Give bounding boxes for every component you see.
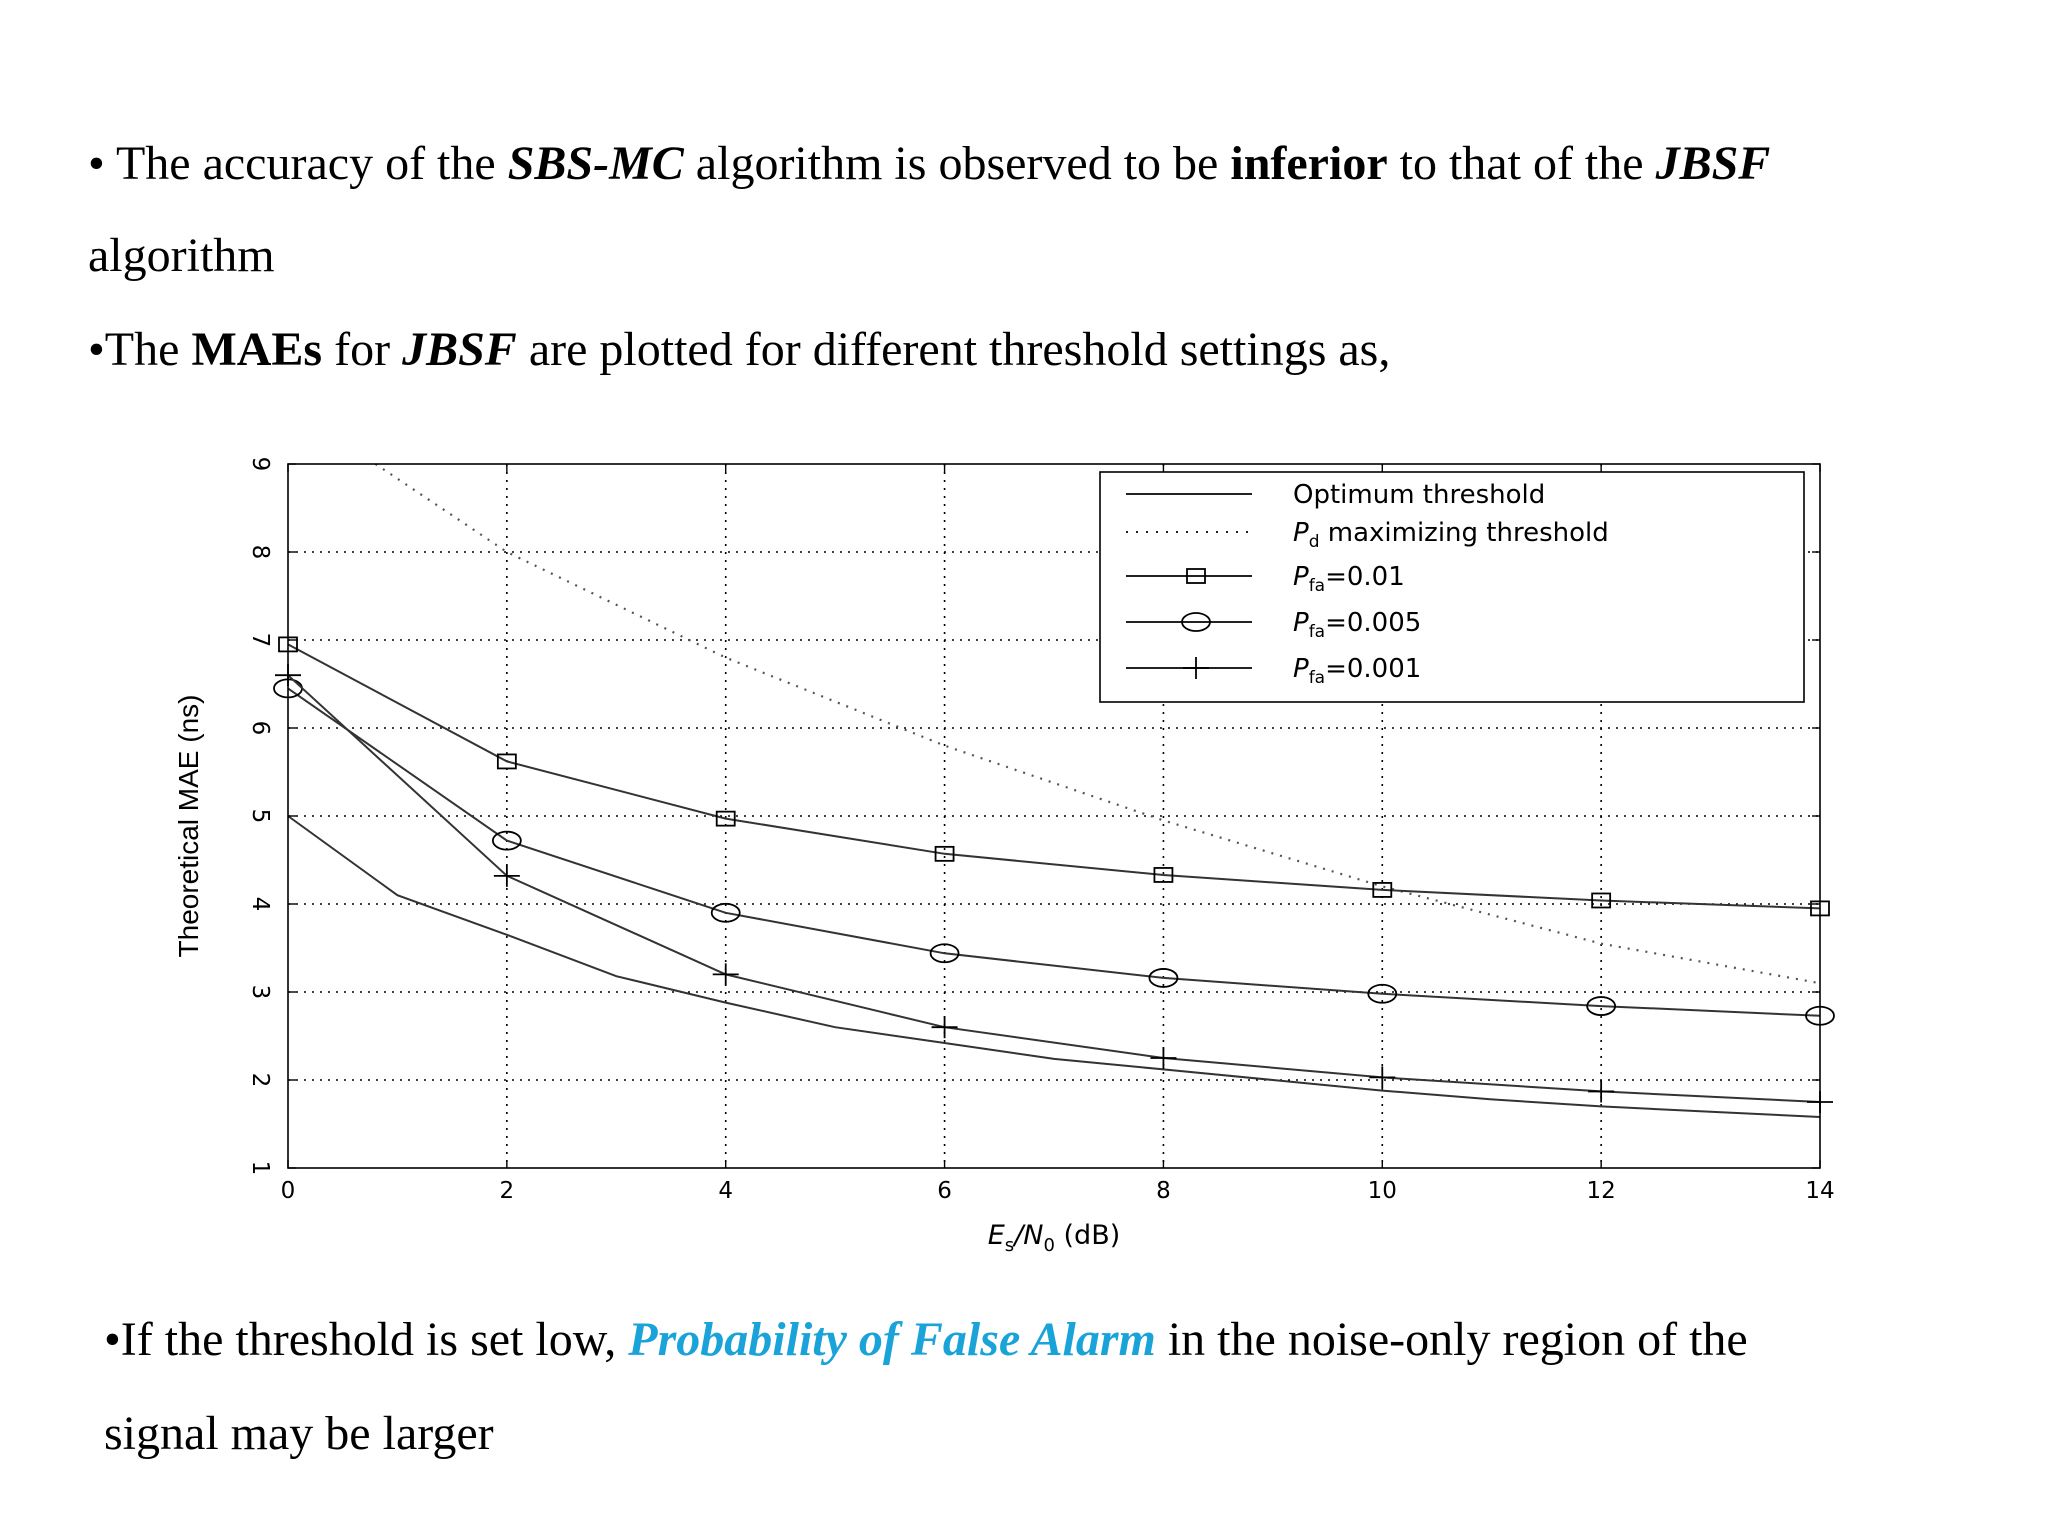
legend-entry: Pd maximizing threshold [1293,518,1609,552]
x-tick-label: 8 [1156,1178,1171,1204]
legend-entry-name: maximizing threshold [1319,518,1608,548]
text-run: to that of the [1387,137,1656,190]
legend-entry-subscript: fa [1309,668,1325,688]
x-axis-label: Es/N0 (dB) [988,1220,1121,1256]
x-label-e: E [988,1220,1005,1251]
text-run: in the noise-only region of the [1155,1313,1748,1366]
x-label-unit: (dB) [1055,1220,1120,1251]
x-label-sub2: 0 [1043,1235,1054,1256]
square-marker [715,810,736,827]
bullet-accuracy-continued: algorithm [88,229,275,282]
y-tick-label: 5 [247,809,273,824]
chart-legend: Optimum threshold Pd maximizing threshold… [1099,471,1805,703]
series-line [287,815,1821,1118]
circle-marker [1148,968,1179,988]
series-1 [374,463,1821,985]
chart-series [273,463,1835,1118]
legend-box [1099,471,1805,703]
chart-grid [288,464,1820,1168]
square-marker [1153,867,1174,883]
series-3 [273,678,1835,1026]
jbsf-term: JBSF [402,323,517,376]
x-tick-label: 6 [937,1178,952,1204]
legend-entry-prefix: P [1293,518,1309,548]
series-line [287,674,1821,1103]
circle-marker [1586,996,1617,1016]
circle-marker [710,902,741,923]
circle-marker [491,830,522,851]
inferior-term: inferior [1230,137,1388,190]
x-label-n: /N [1012,1220,1043,1251]
legend-entry: Pfa=0.01 [1293,562,1405,596]
legend-entry-name: =0.005 [1325,608,1421,638]
legend-entry-name: =0.01 [1325,562,1405,592]
legend-entry-subscript: d [1309,532,1320,552]
y-tick-label: 1 [247,1161,273,1176]
square-marker [1186,568,1206,584]
y-tick-label: 7 [247,633,273,648]
legend-entry-prefix: P [1293,562,1309,592]
bullet-accuracy: • The accuracy of the SBS-MC algorithm i… [88,140,1770,188]
jbsf-term: JBSF [1655,137,1771,190]
square-marker [496,753,517,770]
legend-entry: Optimum threshold [1293,480,1545,510]
y-tick-label: 2 [247,1073,273,1088]
legend-entry-prefix: P [1293,654,1309,684]
text-run: • The accuracy of the [88,137,508,190]
probability-false-alarm-term: Probability of False Alarm [628,1313,1156,1366]
text-run: algorithm is observed to be [683,137,1231,190]
x-tick-label: 10 [1368,1178,1397,1204]
bullet-maes: •The MAEs for JBSF are plotted for diffe… [88,326,1390,374]
x-tick-label: 2 [500,1178,515,1204]
text-run: •If the threshold is set low, [104,1313,629,1366]
x-label-sub1: s [1005,1235,1014,1256]
maes-term: MAEs [191,323,323,376]
legend-entry-subscript: fa [1309,622,1325,642]
square-marker [934,845,955,862]
y-axis-label: Theoretical MAE (ns) [173,695,204,958]
x-tick-label: 14 [1805,1178,1834,1204]
legend-entry: Pfa=0.005 [1293,608,1421,642]
series-0 [287,815,1821,1118]
y-tick-label: 3 [247,985,273,1000]
series-line [287,643,1821,910]
circle-marker [929,943,960,964]
y-tick-label: 6 [247,721,273,736]
y-tick-label: 8 [247,545,273,560]
series-line [374,463,1821,985]
series-4 [275,664,1833,1113]
y-tick-label: 9 [247,457,273,472]
legend-entry-name: =0.001 [1325,654,1421,684]
text-run: •The [88,323,192,376]
series-line [287,687,1821,1017]
text-run: for [322,323,403,376]
x-tick-label: 4 [718,1178,733,1204]
square-marker [1372,882,1393,898]
legend-entry-prefix: P [1293,608,1309,638]
sbs-mc-term: SBS-MC [507,137,684,190]
circle-marker [1181,612,1211,632]
bullet-threshold-continued: signal may be larger [104,1407,494,1460]
x-tick-label: 0 [281,1178,296,1204]
y-tick-label: 4 [247,897,273,912]
text-run: are plotted for different threshold sett… [516,323,1391,376]
x-tick-label: 12 [1587,1178,1616,1204]
circle-marker [1367,983,1398,1004]
square-marker [1591,892,1612,909]
bullet-threshold: •If the threshold is set low, Probabilit… [104,1316,1748,1364]
legend-entry-subscript: fa [1309,576,1325,596]
legend-entry: Pfa=0.001 [1293,654,1421,688]
